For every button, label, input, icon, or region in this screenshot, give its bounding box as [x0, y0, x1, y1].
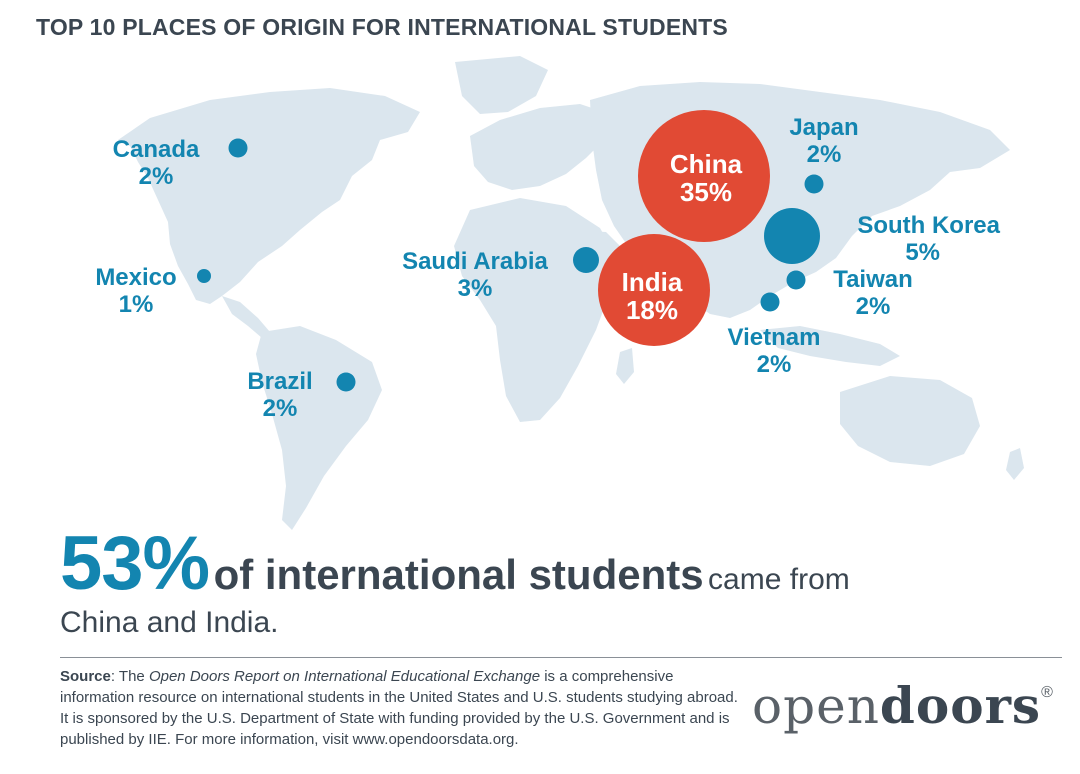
logo-part-open: open — [752, 677, 880, 735]
headline: 53% of international students came from — [60, 520, 850, 607]
australia — [840, 376, 980, 466]
marker-mexico — [197, 269, 211, 283]
label-saudi-arabia: Saudi Arabia 3% — [402, 248, 548, 302]
logo-part-doors: doors — [879, 676, 1042, 735]
madagascar — [616, 348, 634, 384]
marker-south-korea — [764, 208, 820, 264]
north-america — [118, 88, 420, 304]
marker-china — [638, 110, 770, 242]
europe — [470, 104, 610, 190]
marker-canada — [228, 138, 248, 158]
source-prefix: : The — [110, 668, 149, 685]
headline-bold: of international students — [213, 551, 704, 598]
page-title: TOP 10 PLACES OF ORIGIN FOR INTERNATIONA… — [36, 14, 728, 40]
label-brazil: Brazil 2% — [247, 368, 313, 422]
label-china: China 35% — [669, 149, 743, 207]
label-mexico: Mexico 1% — [95, 264, 177, 318]
source-text: is a comprehensive information resource … — [60, 668, 738, 748]
world-map — [118, 56, 1024, 530]
marker-taiwan — [786, 270, 806, 290]
label-japan: Japan 2% — [789, 114, 859, 168]
label-south-korea: South Korea 5% — [857, 212, 1000, 266]
marker-saudi-arabia — [573, 247, 599, 273]
label-canada: Canada 2% — [112, 136, 200, 190]
registered-mark: ® — [1041, 684, 1054, 701]
label-taiwan: Taiwan 2% — [833, 266, 913, 320]
source-label: Source — [60, 668, 111, 685]
label-india: India 18% — [621, 267, 683, 325]
headline-rest: came from — [708, 563, 850, 596]
greenland — [455, 56, 548, 114]
opendoors-logo: opendoors® — [752, 676, 1054, 735]
south-america — [256, 326, 382, 530]
new-zealand — [1006, 448, 1024, 480]
se-asia-islands — [760, 326, 900, 366]
source-report-title: Open Doors Report on International Educa… — [148, 668, 541, 685]
source-note: Source: The Open Doors Report on Interna… — [60, 666, 740, 750]
marker-japan — [804, 174, 824, 194]
headline-percent: 53% — [60, 521, 210, 606]
central-america — [222, 296, 270, 338]
headline-line2: China and India. — [60, 606, 279, 639]
label-vietnam: Vietnam 2% — [727, 324, 821, 378]
japan-land — [826, 174, 848, 210]
marker-vietnam — [760, 292, 780, 312]
country-markers — [197, 110, 824, 392]
marker-india — [598, 234, 710, 346]
divider — [60, 657, 1062, 658]
marker-brazil — [336, 372, 356, 392]
